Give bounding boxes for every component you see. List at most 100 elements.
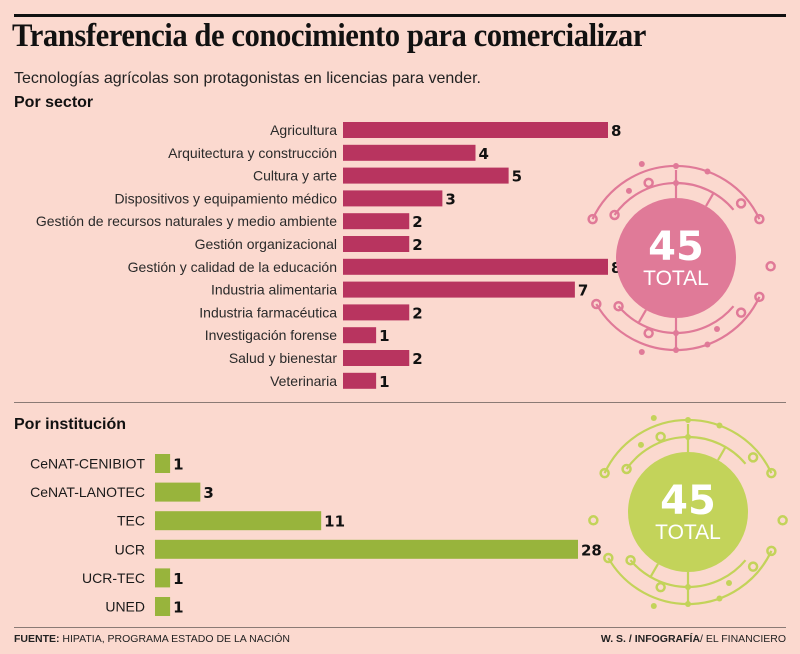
institution-total-badge: 45 TOTAL [628, 452, 748, 572]
circuit-spoke [649, 563, 659, 579]
circuit-dot [685, 434, 691, 440]
sector-value-label: 2 [412, 350, 422, 368]
circuit-node [609, 209, 620, 221]
sector-category-label: Salud y bienestar [229, 350, 338, 366]
circuit-node [643, 327, 654, 339]
circuit-node [655, 431, 666, 443]
circuit-arc [613, 181, 735, 216]
circuit-node [765, 261, 776, 272]
circuit-dot [704, 168, 711, 175]
circuit-node [588, 515, 599, 526]
circuit-arc [595, 296, 761, 352]
sector-value-label: 1 [379, 327, 389, 345]
circuit-node [735, 307, 747, 318]
circuit-dot [673, 180, 679, 186]
circuit-dot [625, 187, 632, 194]
sector-category-label: Gestión organizacional [195, 236, 337, 252]
circuit-dot [638, 161, 645, 168]
institution-value-label: 1 [173, 570, 183, 588]
circuit-node [777, 515, 788, 526]
circuit-node [621, 463, 632, 475]
circuit-node [754, 291, 765, 303]
circuit-node [599, 467, 610, 479]
circuit-spoke [637, 309, 647, 325]
sector-category-label: Gestión y calidad de la educación [128, 259, 337, 275]
circuit-dot [726, 580, 732, 587]
sector-bar [343, 350, 410, 366]
institution-bar-chart: CeNAT-CENIBIOT 1 CeNAT-LANOTEC 3 TEC 11 UCR 28 U… [30, 454, 602, 617]
institution-value-label: 3 [203, 484, 213, 502]
sector-bar [343, 213, 410, 230]
institution-category-label: UCR-TEC [82, 570, 145, 586]
circuit-dot [650, 415, 657, 422]
institution-bar [155, 454, 171, 473]
institution-bar [155, 597, 171, 616]
sector-category-label: Industria alimentaria [211, 282, 337, 298]
circuit-node [591, 298, 602, 310]
section-divider [14, 402, 786, 403]
circuit-arc [625, 435, 747, 470]
institution-total-circle [628, 452, 748, 572]
sector-value-label: 2 [412, 236, 422, 254]
sector-bar [343, 122, 608, 138]
institution-category-label: UCR [115, 541, 145, 557]
circuit-spoke [717, 445, 727, 461]
sector-bar [343, 167, 509, 184]
page-title: Transferencia de conocimiento para comer… [12, 18, 646, 54]
sector-total-label: TOTAL [643, 267, 709, 290]
circuit-dot [673, 347, 679, 353]
institution-category-label: CeNAT-LANOTEC [30, 484, 145, 500]
institution-category-label: TEC [117, 513, 145, 529]
top-rule [14, 14, 786, 17]
institution-total-label: TOTAL [655, 521, 721, 544]
circuit-arc [607, 550, 773, 606]
sector-bar [343, 258, 608, 275]
sector-category-label: Agricultura [270, 122, 337, 138]
sector-category-label: Industria farmacéutica [199, 304, 337, 320]
circuit-dot [714, 326, 720, 333]
sector-bar-chart: Agricultura 8 Arquitectura y construcción 4… [36, 122, 621, 391]
source-label: FUENTE: [14, 633, 60, 645]
institution-bar [155, 539, 578, 559]
circuit-dot [704, 341, 711, 348]
institution-circuit-decoration [588, 415, 788, 609]
sector-bar [343, 190, 443, 207]
institution-value-label: 11 [324, 513, 345, 531]
circuit-node [747, 561, 759, 572]
institution-category-label: UNED [105, 599, 145, 615]
circuit-dot [673, 163, 679, 169]
circuit-dot [716, 595, 723, 602]
institution-bar [155, 511, 322, 531]
sector-value-label: 8 [611, 122, 621, 140]
circuit-dot [685, 417, 691, 423]
sector-total-value: 45 [648, 224, 704, 270]
institution-value-label: 28 [581, 541, 602, 559]
institution-category-label: CeNAT-CENIBIOT [30, 456, 145, 472]
institution-section-title: Por institución [14, 416, 126, 433]
sector-category-label: Gestión de recursos naturales y medio am… [36, 213, 337, 229]
sector-bar [343, 144, 476, 161]
sector-bar [343, 304, 410, 321]
circuit-dot [716, 422, 723, 429]
footer-divider [14, 627, 786, 628]
sector-total-circle [616, 198, 736, 318]
sector-bar [343, 327, 377, 344]
circuit-node [754, 213, 765, 225]
source-note: FUENTE: HIPATIA, PROGRAMA ESTADO DE LA N… [14, 633, 290, 645]
sector-bar [343, 372, 377, 389]
circuit-node [747, 452, 759, 463]
sector-section-title: Por sector [14, 94, 94, 111]
circuit-dot [685, 601, 691, 607]
subtitle: Tecnologías agrícolas son protagonistas … [14, 70, 481, 87]
institution-value-label: 1 [173, 456, 183, 474]
circuit-node [603, 552, 614, 564]
institution-bar [155, 482, 201, 502]
sector-category-label: Arquitectura y construcción [168, 145, 337, 161]
sector-category-label: Cultura y arte [253, 168, 337, 184]
circuit-node [735, 198, 747, 209]
institution-bar [155, 568, 171, 588]
sector-value-label: 2 [412, 304, 422, 322]
institution-total-value: 45 [660, 478, 716, 524]
circuit-node [613, 300, 624, 312]
